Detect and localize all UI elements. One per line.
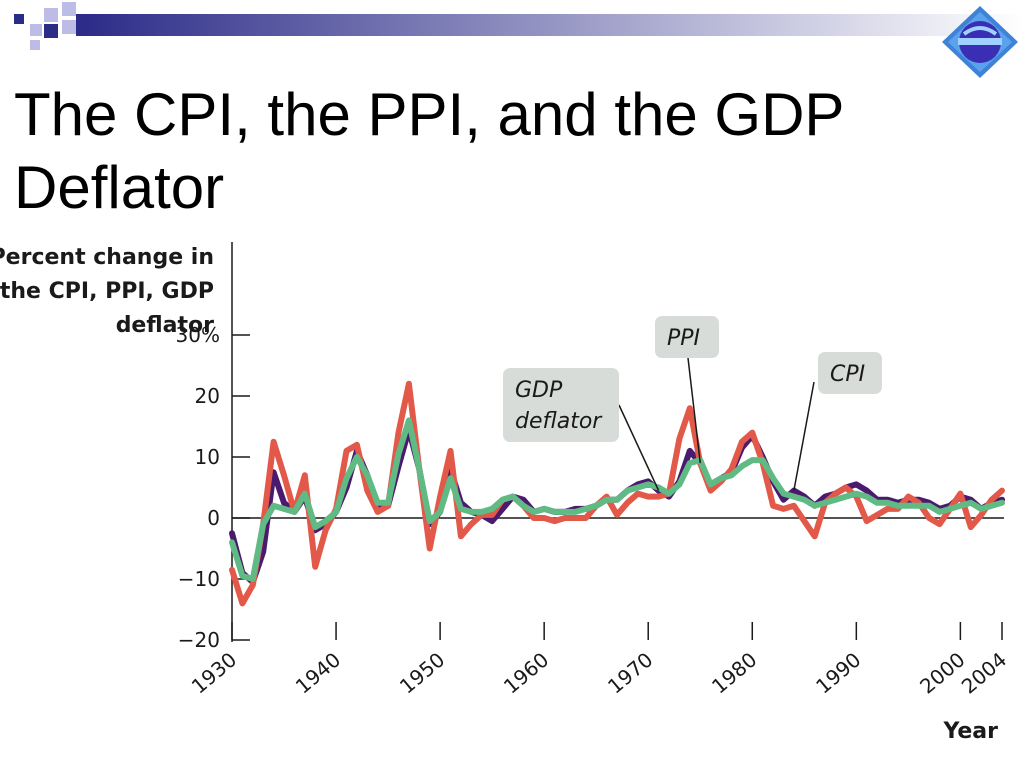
x-tick-label: 1950 [395, 647, 449, 698]
x-tick-label: 1990 [811, 647, 865, 698]
callout-box [655, 316, 719, 358]
series-lines [229, 380, 1005, 607]
y-tick-label: 0 [207, 506, 220, 530]
y-axis-label-line: the CPI, PPI, GDP [0, 279, 214, 304]
header-square [44, 24, 58, 38]
callout-leader [687, 357, 701, 464]
callout-label: deflator [515, 409, 603, 434]
y-tick-label: −10 [178, 567, 220, 591]
y-axis-label-line: Percent change in [0, 245, 214, 270]
y-axis-label: Percent change in the CPI, PPI, GDP deflat… [0, 245, 214, 338]
header-square [14, 14, 24, 24]
y-tick-label: 10 [195, 445, 220, 469]
header-square [44, 8, 58, 22]
callout-leader [793, 381, 815, 491]
callout-label: PPI [667, 326, 700, 351]
y-axis-label-line: deflator [116, 313, 214, 338]
x-tick-label: 1980 [707, 647, 761, 698]
header-square [30, 24, 42, 36]
slide-title: The CPI, the PPI, and the GDP Deflator [14, 81, 844, 221]
x-tick-label: 1960 [499, 647, 553, 698]
x-tick-label: 2000 [915, 647, 969, 698]
header-decoration [14, 2, 1024, 50]
y-tick-label: 20 [195, 384, 220, 408]
y-tick-label: 30% [176, 323, 220, 347]
header-square [30, 40, 40, 50]
x-tick-label: 1930 [187, 647, 241, 698]
line-chart: Percent change in the CPI, PPI, GDP deflat… [0, 242, 1011, 744]
x-tick-label: 2004 [957, 647, 1011, 698]
y-ticks: −20 −10 0 10 20 30% [176, 323, 250, 652]
header-gradient-bar [76, 14, 1024, 36]
callouts: PPI CPI GDP deflator [503, 316, 882, 491]
callout-box [818, 352, 882, 394]
callout-leader [618, 404, 660, 491]
y-tick-label: −20 [178, 628, 220, 652]
callout-label: GDP [515, 378, 563, 403]
x-tick-label: 1970 [603, 647, 657, 698]
header-square [62, 2, 76, 16]
x-axis-title: Year [942, 719, 998, 744]
header-square [62, 20, 76, 34]
callout-label: CPI [830, 362, 865, 387]
globe-logo-icon [942, 6, 1018, 78]
callout-box [503, 368, 619, 442]
series-line-gdp-deflator [229, 417, 1005, 582]
x-tick-label: 1940 [291, 647, 345, 698]
